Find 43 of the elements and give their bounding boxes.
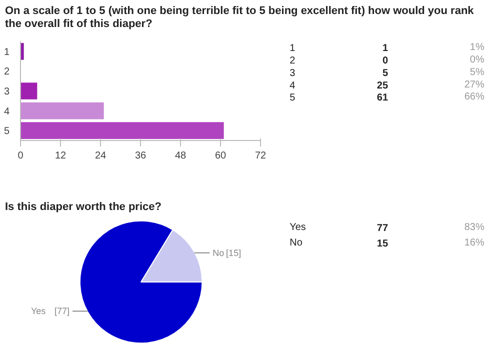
text: 1 [382,43,388,54]
text: 0 [382,56,388,67]
text: 15 [376,238,388,250]
text: 77 [376,222,388,234]
text: Yes [290,222,306,233]
text: 2 [290,56,296,67]
y-tick-label: 3 [4,86,10,98]
text: 16% [464,237,484,248]
x-tick-label: 24 [94,150,106,162]
text: 5 [382,68,388,79]
x-tick-label: 36 [134,150,146,162]
text: 83% [464,222,484,233]
bar [20,42,24,60]
text: No [290,237,303,248]
slice-label: No [212,248,224,258]
text: 1 [290,43,296,54]
bar [20,82,38,100]
text: 25 [376,80,388,92]
chart-title: Is this diaper worth the price? [5,201,162,214]
data-label: [77] [54,306,70,316]
chart-title: On a scale of 1 to 5 (with one being terrible fit to 5 being excellent fit) how would you rank the overall fit of this diaper? [5,5,475,31]
bar [20,122,224,140]
text: 66% [464,92,484,103]
text: 5% [470,66,484,78]
bar [20,102,104,120]
x-tick-label: 60 [214,150,226,162]
x-tick-label: 12 [54,150,66,162]
text: 3 [290,68,296,79]
y-tick-label: 1 [4,46,10,58]
x-tick-label: 72 [254,150,266,162]
x-tick-label: 0 [18,150,24,162]
y-tick-label: 5 [4,126,10,138]
text: 4 [290,80,296,92]
slice-label: Yes [30,306,46,316]
text: 1% [470,42,484,54]
x-tick-label: 48 [174,150,186,162]
text: 0% [470,54,484,66]
y-tick-label: 2 [4,66,10,78]
text: 5 [290,92,296,104]
y-tick-label: 4 [4,106,10,118]
data-label: [15] [226,248,242,258]
text: 27% [464,79,484,90]
text: 61 [376,92,388,104]
